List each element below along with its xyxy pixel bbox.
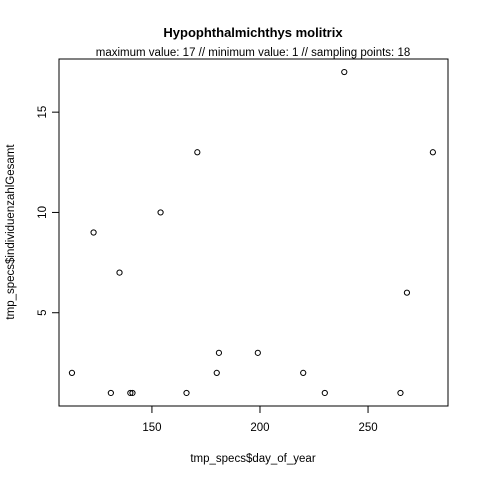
data-point <box>341 68 348 76</box>
data-point <box>68 369 76 377</box>
x-axis-label: tmp_specs$day_of_year <box>190 453 315 465</box>
data-point <box>183 389 190 397</box>
y-tick-label: 5 <box>37 310 49 316</box>
plot-frame <box>58 58 449 407</box>
data-point <box>90 229 97 236</box>
y-tick-label: 15 <box>37 106 49 119</box>
data-point <box>127 389 134 397</box>
data-point <box>321 389 328 397</box>
data-point <box>129 389 136 397</box>
y-axis-label: tmp_specs$individuenzahlGesamt <box>5 144 17 320</box>
data-point <box>213 369 220 377</box>
data-point <box>157 209 164 216</box>
data-point <box>107 389 114 397</box>
y-tick-label: 10 <box>37 206 49 219</box>
data-point <box>403 289 411 296</box>
chart-title: Hypophthalmichthys molitrix <box>163 25 343 40</box>
data-point <box>116 269 123 276</box>
data-point <box>300 369 307 377</box>
data-point <box>397 389 404 397</box>
x-tick-label: 200 <box>250 422 269 434</box>
data-point <box>215 349 223 356</box>
y-axis: 5 10 15 <box>37 106 59 316</box>
chart-subtitle: maximum value: 17 // minimum value: 1 //… <box>96 47 410 59</box>
x-tick-label: 250 <box>358 422 377 434</box>
x-axis: 150 200 250 <box>142 406 378 434</box>
x-tick-label: 150 <box>142 422 161 434</box>
data-point <box>429 149 436 156</box>
data-point <box>194 149 201 156</box>
data-points <box>68 68 436 397</box>
data-point <box>254 349 261 356</box>
